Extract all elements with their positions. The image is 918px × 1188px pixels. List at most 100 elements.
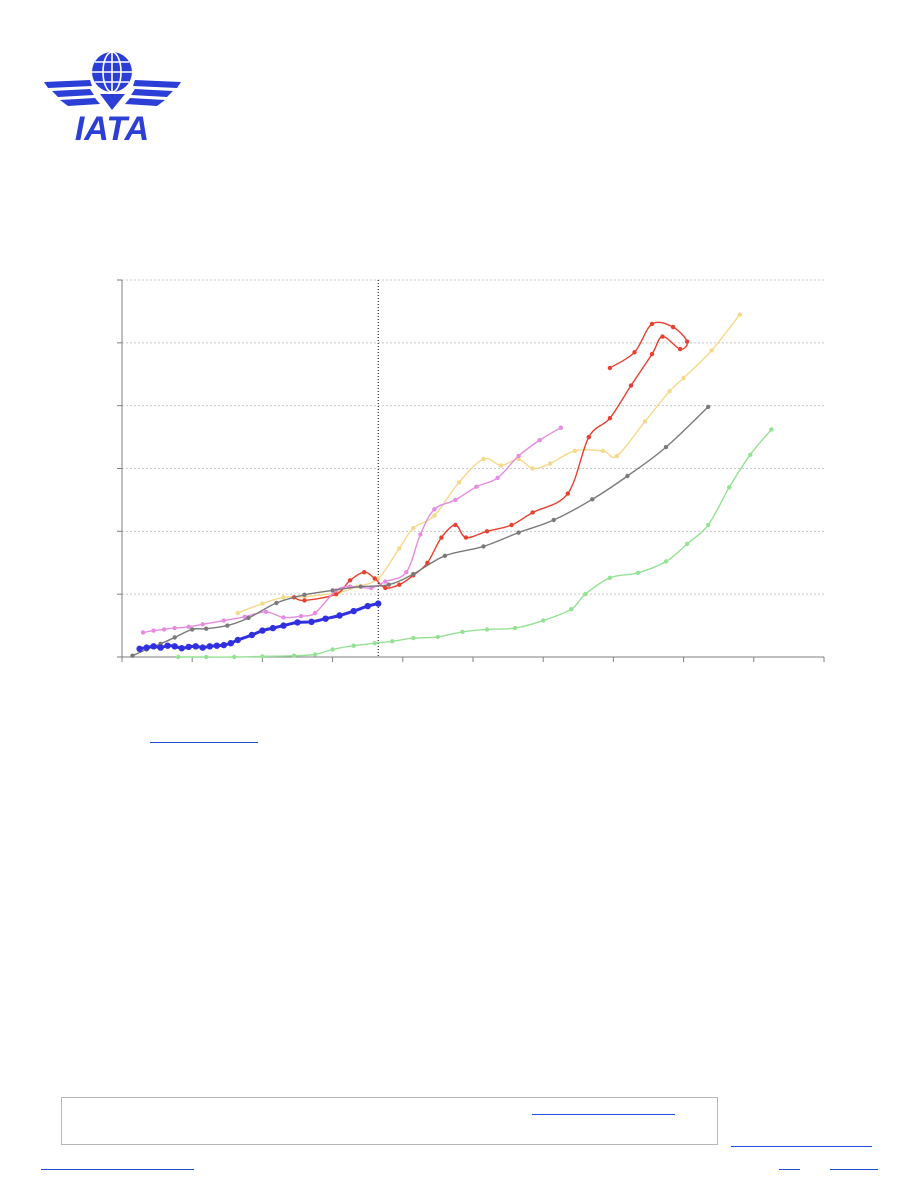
data-point — [677, 346, 683, 352]
data-point — [498, 463, 504, 468]
data-point — [481, 456, 486, 462]
series-line — [237, 314, 741, 614]
data-point — [225, 623, 230, 628]
data-point — [242, 614, 247, 619]
data-point — [607, 416, 613, 421]
data-point — [565, 491, 570, 496]
data-point — [362, 570, 367, 575]
data-point — [663, 444, 669, 450]
data-point — [516, 453, 521, 459]
data-point — [432, 507, 437, 512]
data-point — [235, 610, 240, 616]
data-point — [200, 622, 205, 627]
data-point — [463, 535, 469, 540]
data-point — [260, 654, 265, 659]
data-point — [667, 389, 672, 394]
data-point — [199, 644, 206, 651]
data-point — [390, 639, 395, 644]
data-point — [495, 475, 500, 481]
data-point — [130, 653, 135, 658]
data-point — [204, 654, 209, 660]
data-point — [460, 629, 465, 635]
line-chart — [117, 279, 825, 662]
data-point — [383, 579, 388, 584]
data-point — [509, 522, 514, 528]
data-point — [172, 625, 177, 631]
data-point — [302, 598, 307, 603]
data-point — [221, 618, 226, 623]
data-point — [350, 607, 357, 615]
data-point — [481, 544, 486, 549]
footer-right-link[interactable] — [731, 1146, 872, 1147]
logo-text: IATA — [75, 110, 149, 145]
data-point — [376, 576, 381, 581]
data-point — [259, 627, 266, 634]
data-point — [516, 456, 521, 462]
data-point — [151, 628, 156, 633]
data-point — [530, 466, 535, 471]
data-point — [572, 448, 577, 454]
footer-home-link[interactable] — [41, 1169, 194, 1170]
data-point — [442, 553, 448, 558]
data-point — [281, 595, 286, 600]
data-point — [681, 375, 686, 381]
data-point — [386, 582, 391, 587]
data-point — [372, 641, 377, 646]
data-point — [537, 438, 542, 443]
data-point — [411, 526, 416, 531]
data-point — [164, 642, 171, 649]
data-point — [178, 645, 185, 652]
series-line — [142, 427, 562, 634]
data-point — [171, 643, 178, 650]
data-point — [190, 627, 195, 632]
data-point — [660, 334, 665, 339]
data-point — [435, 634, 441, 640]
data-point — [600, 448, 606, 454]
data-point — [298, 614, 304, 619]
data-point — [227, 640, 234, 647]
footer-box-link[interactable] — [532, 1114, 675, 1115]
data-point — [204, 626, 209, 631]
data-point — [269, 624, 277, 632]
footer-notice-box — [61, 1097, 718, 1145]
data-point — [336, 612, 343, 619]
data-point — [607, 575, 613, 580]
data-point — [684, 339, 690, 344]
data-point — [322, 615, 329, 622]
data-point — [330, 588, 335, 593]
data-point — [569, 607, 574, 612]
footer-next-link[interactable] — [830, 1169, 878, 1170]
data-point — [136, 645, 143, 652]
data-point — [397, 582, 402, 587]
footer-page-link[interactable] — [779, 1169, 800, 1170]
data-point — [453, 522, 458, 528]
data-point — [291, 653, 297, 658]
data-point — [347, 578, 353, 583]
data-point — [439, 535, 444, 540]
data-point — [625, 473, 630, 479]
chart-source-link[interactable] — [150, 742, 258, 743]
data-point — [512, 625, 518, 631]
data-point — [642, 419, 648, 424]
data-point — [632, 350, 637, 355]
data-point — [234, 636, 241, 644]
data-point — [246, 615, 251, 621]
data-point — [583, 592, 588, 597]
data-point — [232, 654, 237, 660]
data-point — [727, 485, 732, 490]
data-point — [351, 643, 356, 648]
data-point — [220, 641, 227, 649]
data-point — [453, 497, 458, 503]
data-point — [541, 618, 546, 623]
data-point — [140, 630, 146, 635]
data-point — [185, 643, 192, 651]
data-point — [769, 427, 774, 432]
data-point — [372, 576, 377, 581]
data-point — [663, 559, 669, 564]
data-point — [294, 619, 301, 626]
data-point — [150, 643, 157, 650]
data-point — [274, 600, 279, 606]
data-point — [706, 404, 711, 410]
data-point — [456, 480, 462, 485]
data-point — [302, 592, 307, 597]
